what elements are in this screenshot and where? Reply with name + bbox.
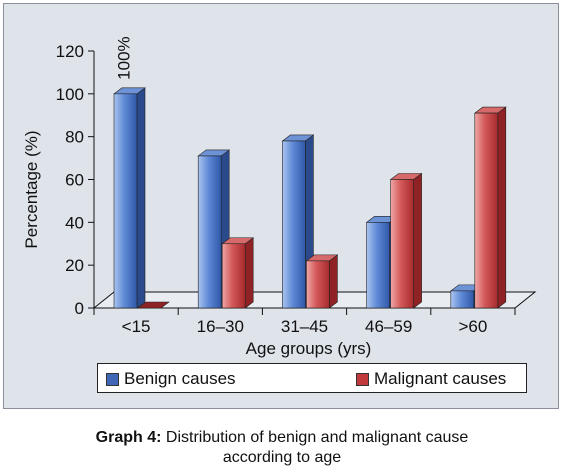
x-tick-label: <15 bbox=[122, 317, 151, 336]
legend: Benign causes Malignant causes bbox=[97, 363, 527, 393]
x-tick-label: >60 bbox=[458, 317, 487, 336]
legend-label-malignant: Malignant causes bbox=[374, 369, 507, 388]
bar-malignant bbox=[474, 112, 499, 309]
bars bbox=[113, 87, 507, 309]
legend-label-benign: Benign causes bbox=[124, 369, 236, 388]
bar-side-benign bbox=[136, 87, 146, 309]
y-axis-title: Percentage (%) bbox=[22, 130, 41, 248]
bar-side-malignant bbox=[244, 237, 254, 309]
legend-swatch-benign bbox=[106, 372, 119, 386]
bar-benign bbox=[197, 155, 222, 309]
bar-side-malignant bbox=[497, 106, 507, 309]
bar-benign bbox=[450, 290, 475, 309]
caption-text-line1: Distribution of benign and malignant cau… bbox=[165, 429, 469, 446]
bar-malignant bbox=[137, 301, 170, 309]
y-axis: 0 20 40 60 80 100 120 Percentage (%) bbox=[22, 42, 95, 318]
bar-side-malignant bbox=[413, 172, 422, 309]
caption-text-line2: according to age bbox=[222, 449, 342, 466]
bar-benign bbox=[113, 93, 138, 309]
x-axis: <15 16–30 31–45 46–59 >60 Age groups (yrs) bbox=[93, 307, 516, 358]
y-tick-label: 80 bbox=[65, 128, 84, 147]
data-label: 100% bbox=[115, 36, 134, 79]
legend-swatch-malignant bbox=[356, 372, 369, 386]
figure-caption: Graph 4: Distribution of benign and mali… bbox=[0, 428, 564, 468]
x-axis-title: Age groups (yrs) bbox=[246, 339, 372, 358]
x-tick-label: 16–30 bbox=[197, 317, 244, 336]
chart-panel bbox=[3, 3, 559, 409]
bar-malignant bbox=[221, 243, 246, 309]
legend-item-benign: Benign causes bbox=[106, 369, 236, 389]
bar-benign bbox=[366, 222, 390, 309]
x-tick-label: 46–59 bbox=[365, 317, 412, 336]
bar-malignant bbox=[390, 179, 414, 309]
bar-malignant bbox=[306, 260, 330, 309]
y-tick-label: 100 bbox=[56, 85, 84, 104]
bar-side-malignant bbox=[329, 254, 338, 309]
y-tick-label: 120 bbox=[56, 42, 84, 61]
caption-label: Graph 4: bbox=[95, 429, 162, 446]
legend-item-malignant: Malignant causes bbox=[356, 369, 506, 389]
y-tick-label: 0 bbox=[75, 299, 84, 318]
y-tick-label: 60 bbox=[65, 171, 84, 190]
chart-labels: 100% bbox=[115, 36, 134, 79]
y-tick-label: 40 bbox=[65, 213, 84, 232]
x-tick-label: 31–45 bbox=[281, 317, 328, 336]
bar-benign bbox=[282, 140, 306, 309]
y-tick-label: 20 bbox=[65, 256, 84, 275]
